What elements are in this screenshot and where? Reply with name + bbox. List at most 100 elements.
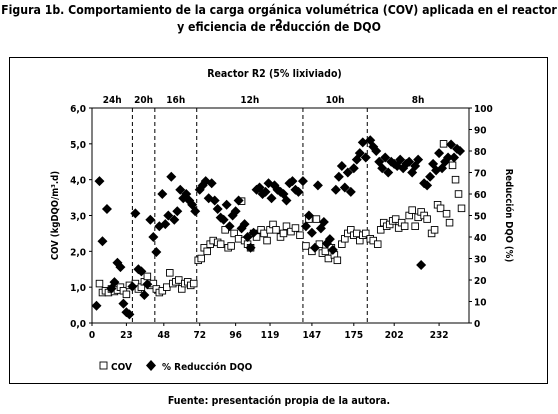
reduccion-point (91, 300, 102, 311)
cov-point (296, 231, 304, 239)
cov-point (189, 279, 198, 288)
reduccion-point (151, 247, 162, 258)
reduccion-point (383, 167, 394, 178)
reduccion-point (345, 186, 356, 197)
reduccion-point (130, 208, 141, 219)
reduccion-point (172, 206, 183, 217)
x-tick-label: 175 (344, 330, 363, 341)
y2-tick-label: 20 (474, 276, 487, 287)
reduccion-point (124, 309, 135, 320)
legend-reduccion-label: % Reducción DQO (162, 361, 253, 373)
reduccion-point (336, 161, 347, 172)
reduccion-point (230, 206, 241, 217)
reduccion-point (242, 232, 253, 242)
cov-point (227, 242, 235, 250)
reduccion-point (127, 281, 138, 292)
cov-point (457, 204, 466, 213)
legend-reduccion-marker (146, 360, 156, 371)
reduccion-point (333, 171, 344, 182)
phase-label-16h: 16h (166, 95, 185, 106)
cov-point (279, 229, 288, 238)
reduccion-point (266, 193, 277, 204)
y2-tick-label: 70 (474, 169, 487, 180)
y2-tick-label: 40 (474, 233, 487, 244)
reduccion-point (160, 219, 171, 230)
reduccion-point (101, 204, 112, 215)
reduccion-point (297, 176, 308, 187)
reduccion-point (318, 216, 329, 227)
reduccion-point (360, 152, 371, 163)
reduccion-point (245, 242, 256, 253)
reduccion-point (404, 156, 415, 167)
cov-point (430, 226, 439, 234)
x-tick-label: 119 (261, 330, 280, 341)
figure-title-line1: Figura 1b. Comportamiento de la carga or… (1, 3, 557, 31)
reduccion-point (166, 171, 177, 182)
y-tick-label: 5,0 (70, 140, 86, 151)
chart-axes: 0 23 48 72 96 119 147 175 202 232 0,0 1,0 2,0 3,0 4,0 5… (50, 104, 514, 341)
phase-label-10h: 10h (326, 95, 345, 106)
reduccion-point (281, 195, 292, 206)
cov-point (333, 256, 342, 265)
cov-point (442, 209, 451, 218)
reduccion-point (443, 152, 454, 163)
cov-point (411, 222, 419, 230)
phase-label-24h: 24h (103, 95, 122, 106)
reduccion-point (190, 206, 201, 217)
reduccion-point (422, 180, 433, 191)
reduccion-point (395, 154, 406, 165)
reduccion-point (371, 146, 382, 156)
cov-point (312, 215, 321, 223)
figure-title-line2: y eficiencia de reducción de DQO (177, 20, 381, 34)
x-tick-label: 23 (120, 330, 133, 341)
reduccion-point (248, 227, 259, 238)
reduccion-point (312, 180, 323, 191)
reduccion-point (293, 186, 304, 197)
reduccion-point (416, 259, 427, 270)
x-tick-label: 48 (158, 330, 171, 341)
cov-point (423, 215, 431, 223)
reduccion-point (175, 184, 186, 195)
y2-tick-label: 10 (474, 298, 487, 309)
cov-point (408, 206, 416, 214)
chart-frame (9, 57, 548, 384)
phase-label-8h: 8h (412, 95, 425, 106)
reduccion-point (306, 227, 317, 238)
reduccion-point (260, 186, 271, 197)
reduccion-point (97, 236, 108, 247)
cov-point (439, 140, 448, 148)
cov-point (282, 222, 291, 230)
reduccion-point (145, 214, 156, 225)
reduccion-point (413, 154, 424, 165)
cov-point (448, 161, 457, 170)
figure-source: Fuente: presentación propia de la autora… (167, 395, 391, 407)
reduccion-point (434, 148, 445, 159)
reduccion-point (446, 139, 457, 150)
x-tick-label: 96 (229, 330, 242, 341)
legend-cov-label: COV (111, 362, 132, 373)
reduccion-point (139, 290, 150, 301)
y-tick-label: 4,0 (70, 176, 86, 187)
y-tick-label: 0,0 (70, 319, 86, 330)
reduccion-point (354, 148, 365, 159)
reduccion-point (148, 232, 159, 242)
cov-point (95, 279, 104, 288)
reduccion-point (327, 244, 338, 255)
x-tick-label: 72 (193, 330, 206, 341)
cov-point (362, 229, 370, 238)
reduccion-point (342, 167, 353, 178)
reduccion-point (287, 176, 298, 187)
reduccion-point (157, 189, 168, 199)
reduccion-point (357, 137, 368, 148)
reduccion-point (449, 152, 460, 163)
reduccion-point (455, 146, 466, 156)
cov-point (122, 290, 131, 299)
reduccion-point (303, 210, 314, 221)
reduccion-point (118, 298, 129, 309)
reduccion-point (94, 176, 105, 187)
y-tick-label: 3,0 (70, 212, 86, 223)
cov-point (291, 224, 300, 232)
reduccion-point (218, 214, 229, 225)
cov-point (143, 272, 152, 281)
reduccion-point (339, 182, 350, 193)
